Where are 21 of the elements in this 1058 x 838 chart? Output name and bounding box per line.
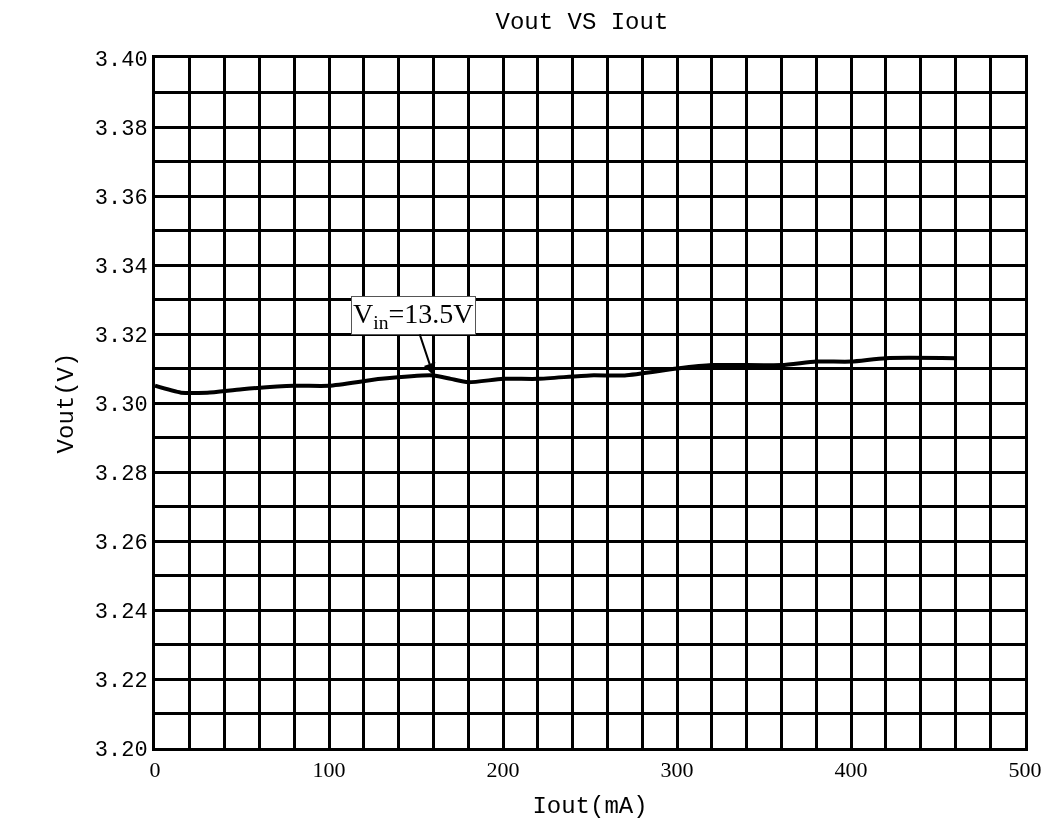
y-tick-label: 3.28 [94, 461, 148, 487]
x-tick-label: 200 [486, 757, 520, 783]
y-tick-label: 3.38 [94, 116, 148, 142]
x-tick-label: 100 [312, 757, 346, 783]
chart-title: Vout VS Iout [495, 9, 669, 37]
y-tick-label: 3.36 [94, 185, 148, 211]
x-tick-label: 400 [834, 757, 868, 783]
x-axis-title: Iout(mA) [532, 792, 648, 820]
annotation: V$_{in}$=13.5V [353, 298, 474, 333]
y-tick-label: 3.30 [94, 392, 148, 418]
y-tick-label: 3.40 [94, 47, 148, 73]
y-tick-label: 3.20 [94, 737, 148, 763]
x-tick-label: 0 [149, 757, 161, 783]
y-tick-label: 3.32 [94, 323, 148, 349]
x-tick-label: 300 [660, 757, 694, 783]
y-tick-label: 3.22 [94, 668, 148, 694]
x-tick-label: 500 [1008, 757, 1042, 783]
y-tick-label: 3.26 [94, 530, 148, 556]
y-axis-title: Vout(V) [52, 352, 80, 454]
y-tick-label: 3.24 [94, 599, 148, 625]
y-tick-label: 3.34 [94, 254, 148, 280]
